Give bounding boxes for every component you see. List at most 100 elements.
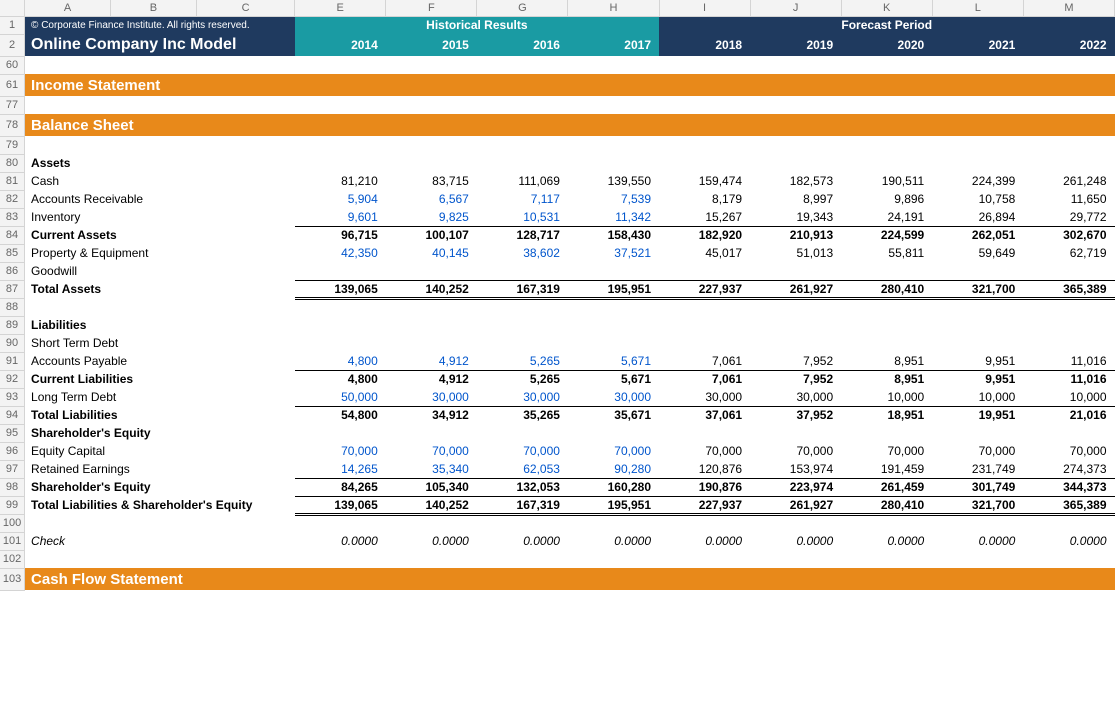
cell[interactable]: 223,974: [750, 478, 841, 496]
row-2[interactable]: 2 Online Company Inc Model 2014 2015 201…: [0, 34, 1115, 56]
cell[interactable]: 35,340: [386, 460, 477, 478]
cell[interactable]: 8,179: [659, 190, 750, 208]
cash-label[interactable]: Cash: [25, 172, 295, 190]
row-98[interactable]: 98 Shareholder's Equity 84,265 105,340 1…: [0, 478, 1115, 496]
cell[interactable]: 139,550: [568, 172, 659, 190]
cell[interactable]: 190,511: [841, 172, 932, 190]
row-header[interactable]: 1: [0, 16, 25, 34]
cell[interactable]: 70,000: [568, 442, 659, 460]
cell[interactable]: 30,000: [386, 388, 477, 406]
row-header[interactable]: 90: [0, 334, 25, 352]
row-header[interactable]: 97: [0, 460, 25, 478]
cell[interactable]: 51,013: [750, 244, 841, 262]
row-header[interactable]: 88: [0, 298, 25, 316]
row-99[interactable]: 99 Total Liabilities & Shareholder's Equ…: [0, 496, 1115, 514]
cell[interactable]: 0.0000: [295, 532, 386, 550]
cell[interactable]: 0.0000: [750, 532, 841, 550]
cell[interactable]: 195,951: [568, 280, 659, 298]
cell[interactable]: 70,000: [841, 442, 932, 460]
cell[interactable]: 30,000: [568, 388, 659, 406]
year-cell[interactable]: 2022: [1023, 34, 1114, 56]
cell[interactable]: [25, 56, 1115, 74]
cell[interactable]: 182,920: [659, 226, 750, 244]
inventory-label[interactable]: Inventory: [25, 208, 295, 226]
cell[interactable]: 35,671: [568, 406, 659, 424]
row-header[interactable]: 99: [0, 496, 25, 514]
cell[interactable]: 7,061: [659, 370, 750, 388]
cell[interactable]: 224,399: [932, 172, 1023, 190]
row-header[interactable]: 2: [0, 34, 25, 56]
select-all-corner[interactable]: [0, 0, 25, 16]
cell[interactable]: 365,389: [1023, 280, 1114, 298]
cell[interactable]: 7,117: [477, 190, 568, 208]
cell[interactable]: 11,016: [1023, 370, 1114, 388]
cell[interactable]: 139,065: [295, 280, 386, 298]
cell[interactable]: 4,800: [295, 352, 386, 370]
row-96[interactable]: 96 Equity Capital 70,000 70,000 70,000 7…: [0, 442, 1115, 460]
year-cell[interactable]: 2021: [932, 34, 1023, 56]
col-header[interactable]: G: [477, 0, 568, 16]
cell[interactable]: 139,065: [295, 496, 386, 514]
cell[interactable]: 15,267: [659, 208, 750, 226]
cell[interactable]: 11,650: [1023, 190, 1114, 208]
cell[interactable]: 21,016: [1023, 406, 1114, 424]
cell[interactable]: 261,459: [841, 478, 932, 496]
year-cell[interactable]: 2014: [295, 34, 386, 56]
cell[interactable]: 7,061: [659, 352, 750, 370]
cell[interactable]: 30,000: [477, 388, 568, 406]
row-89[interactable]: 89 Liabilities: [0, 316, 1115, 334]
row-86[interactable]: 86 Goodwill: [0, 262, 1115, 280]
cell[interactable]: 111,069: [477, 172, 568, 190]
row-header[interactable]: 87: [0, 280, 25, 298]
row-94[interactable]: 94 Total Liabilities 54,800 34,912 35,26…: [0, 406, 1115, 424]
cell[interactable]: 70,000: [386, 442, 477, 460]
cell[interactable]: [25, 514, 1115, 532]
cell[interactable]: 280,410: [841, 496, 932, 514]
assets-label[interactable]: Assets: [25, 154, 295, 172]
row-1[interactable]: 1 © Corporate Finance Institute. All rig…: [0, 16, 1115, 34]
cell[interactable]: 210,913: [750, 226, 841, 244]
cell[interactable]: 132,053: [477, 478, 568, 496]
cell[interactable]: 0.0000: [1023, 532, 1114, 550]
col-header[interactable]: J: [750, 0, 841, 16]
col-header[interactable]: B: [111, 0, 197, 16]
row-61[interactable]: 61 Income Statement: [0, 74, 1115, 96]
cell[interactable]: 190,876: [659, 478, 750, 496]
cell[interactable]: 90,280: [568, 460, 659, 478]
cell[interactable]: 19,343: [750, 208, 841, 226]
cell[interactable]: 128,717: [477, 226, 568, 244]
row-60[interactable]: 60: [0, 56, 1115, 74]
cell[interactable]: 224,599: [841, 226, 932, 244]
cell[interactable]: 0.0000: [659, 532, 750, 550]
cell[interactable]: 70,000: [1023, 442, 1114, 460]
cell[interactable]: 158,430: [568, 226, 659, 244]
col-header[interactable]: L: [932, 0, 1023, 16]
cell[interactable]: 37,521: [568, 244, 659, 262]
row-header[interactable]: 83: [0, 208, 25, 226]
cell[interactable]: 0.0000: [568, 532, 659, 550]
re-label[interactable]: Retained Earnings: [25, 460, 295, 478]
cell[interactable]: 42,350: [295, 244, 386, 262]
cell[interactable]: 55,811: [841, 244, 932, 262]
cell[interactable]: 0.0000: [386, 532, 477, 550]
cell[interactable]: 167,319: [477, 496, 568, 514]
col-header[interactable]: H: [568, 0, 659, 16]
cell[interactable]: [25, 298, 1115, 316]
cell[interactable]: 5,265: [477, 370, 568, 388]
cell[interactable]: 105,340: [386, 478, 477, 496]
row-100[interactable]: 100: [0, 514, 1115, 532]
col-header[interactable]: C: [196, 0, 294, 16]
cell[interactable]: 0.0000: [932, 532, 1023, 550]
cell[interactable]: 70,000: [932, 442, 1023, 460]
ltd-label[interactable]: Long Term Debt: [25, 388, 295, 406]
cell[interactable]: 50,000: [295, 388, 386, 406]
cell[interactable]: 54,800: [295, 406, 386, 424]
check-label[interactable]: Check: [25, 532, 295, 550]
row-header[interactable]: 84: [0, 226, 25, 244]
cell[interactable]: 321,700: [932, 280, 1023, 298]
row-header[interactable]: 98: [0, 478, 25, 496]
year-cell[interactable]: 2015: [386, 34, 477, 56]
col-header[interactable]: A: [25, 0, 111, 16]
std-label[interactable]: Short Term Debt: [25, 334, 295, 352]
year-cell[interactable]: 2019: [750, 34, 841, 56]
